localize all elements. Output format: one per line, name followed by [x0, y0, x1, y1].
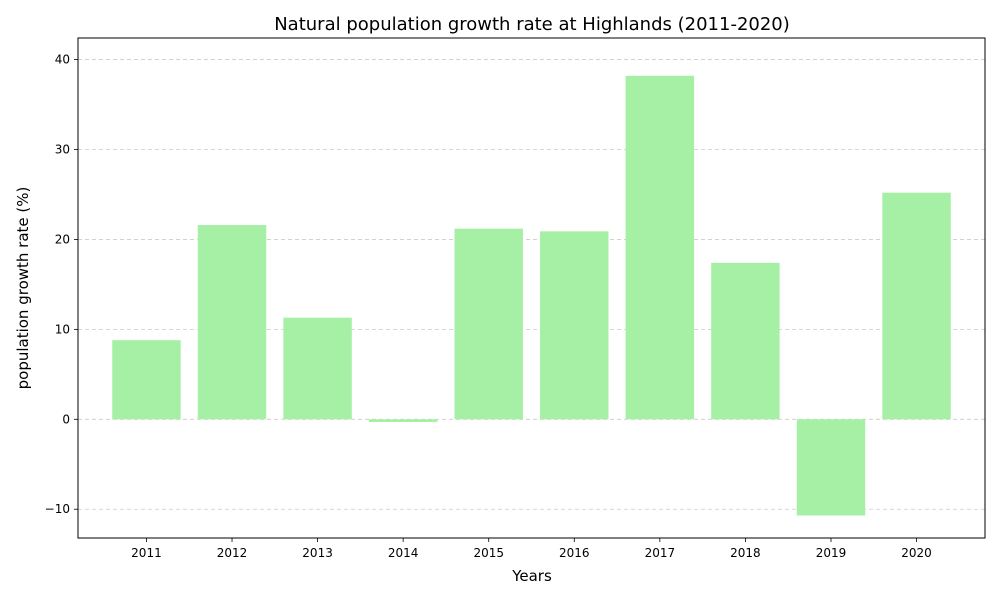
x-tick-label: 2019: [816, 546, 847, 560]
bar-2012: [197, 225, 267, 420]
axes-layer: −10 0 10 20 30 40 2011 2012 2013 2014 2015 2016 2017…: [45, 37, 986, 560]
bar-2013: [283, 317, 352, 420]
x-tick-label: 2016: [559, 546, 590, 560]
bar-2011: [112, 340, 181, 420]
x-tick-label: 2020: [901, 546, 932, 560]
x-tick-label: 2017: [645, 546, 676, 560]
bar-2019: [796, 419, 866, 516]
bar-2020: [882, 192, 951, 420]
x-tick-label: 2015: [473, 546, 504, 560]
x-tick-label: 2013: [302, 546, 333, 560]
y-tick-label: −10: [45, 502, 70, 516]
bar-2015: [454, 228, 523, 420]
chart-title: Natural population growth rate at Highla…: [274, 14, 790, 35]
bar-2014: [368, 419, 438, 422]
x-tick-label: 2011: [131, 546, 162, 560]
bar-2018: [711, 262, 780, 420]
x-tick-label: 2018: [730, 546, 761, 560]
plot-frame: [77, 37, 986, 539]
bar-2017: [625, 75, 695, 420]
y-axis-label: population growth rate (%): [14, 187, 32, 390]
y-tick-label: 0: [62, 412, 70, 426]
y-tick-label: 10: [55, 322, 70, 336]
x-tick-label: 2014: [388, 546, 419, 560]
bar-2016: [540, 231, 609, 420]
bars-layer: [112, 75, 951, 516]
y-tick-label: 20: [55, 232, 70, 246]
x-tick-label: 2012: [217, 546, 248, 560]
x-axis-label: Years: [511, 567, 552, 585]
y-tick-label: 30: [55, 143, 70, 157]
y-tick-label: 40: [55, 53, 70, 67]
